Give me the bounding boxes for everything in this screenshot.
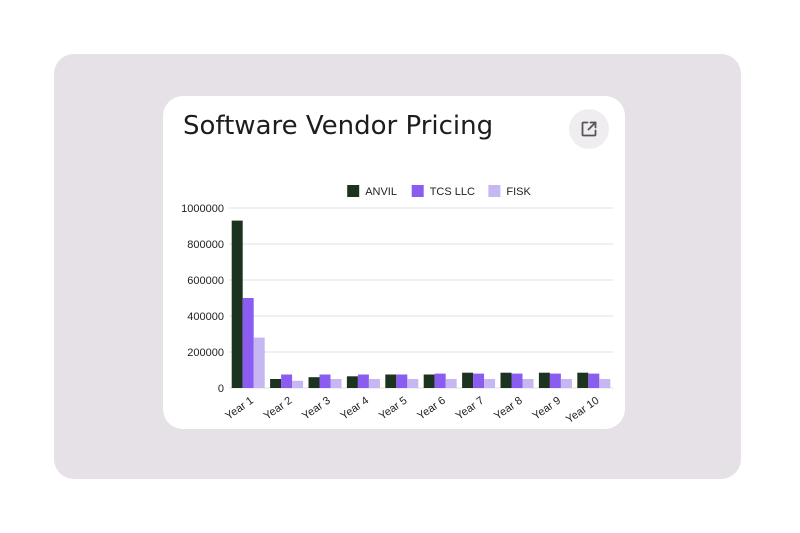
y-tick-label: 400000 (187, 311, 224, 323)
bar-tcs-llc (281, 374, 293, 388)
x-tick-label: Year 4 (339, 395, 372, 423)
bar-fisk (407, 379, 419, 388)
bar-fisk (368, 379, 380, 388)
y-tick-label: 800000 (187, 239, 224, 251)
bar-anvil (500, 372, 512, 388)
bar-anvil (385, 374, 397, 388)
y-tick-label: 0 (218, 383, 224, 395)
x-tick-label: Year 2 (262, 395, 295, 423)
bar-anvil (577, 372, 589, 388)
bar-fisk (560, 379, 572, 388)
bar-anvil (462, 372, 474, 388)
x-tick-label: Year 9 (531, 395, 564, 423)
x-tick-label: Year 5 (377, 395, 410, 423)
legend-swatch (347, 185, 360, 197)
bar-anvil (231, 220, 243, 388)
bar-tcs-llc (357, 374, 369, 388)
bar-tcs-llc (396, 374, 408, 388)
x-tick-label: Year 6 (415, 395, 448, 423)
chart-card: Software Vendor Pricing 0 200000 400000 600… (163, 96, 625, 429)
legend-swatch (411, 185, 424, 197)
bar-tcs-llc (588, 373, 600, 388)
x-tick-label: Year 8 (492, 395, 525, 423)
open-in-new-icon (579, 119, 599, 139)
bar-fisk (253, 337, 265, 388)
bar-tcs-llc (511, 373, 523, 388)
bar-fisk (484, 379, 496, 388)
x-tick-label: Year 3 (300, 395, 333, 423)
bar-fisk (330, 379, 342, 388)
bar-anvil (538, 372, 550, 388)
bar-tcs-llc (434, 373, 446, 388)
chart-title: Software Vendor Pricing (183, 111, 494, 141)
bar-tcs-llc (473, 373, 485, 388)
bar-anvil (270, 379, 282, 388)
bar-tcs-llc (319, 374, 331, 388)
x-tick-label: Year 1 (223, 395, 256, 423)
bar-fisk (522, 379, 534, 388)
legend-label: TCS LLC (430, 186, 475, 198)
bar-fisk (292, 380, 304, 388)
y-tick-label: 600000 (187, 275, 224, 287)
legend-swatch (488, 185, 501, 197)
y-tick-label: 1000000 (181, 203, 224, 215)
x-tick-label: Year 7 (454, 395, 487, 423)
bar-anvil (423, 374, 435, 388)
y-tick-label: 200000 (187, 347, 224, 359)
bar-fisk (445, 379, 457, 388)
x-tick-label: Year 10 (564, 395, 602, 426)
bar-anvil (308, 377, 320, 388)
legend-label: FISK (506, 186, 531, 198)
bar-anvil (346, 376, 358, 388)
bar-fisk (599, 379, 611, 388)
legend-label: ANVIL (365, 186, 397, 198)
bar-tcs-llc (549, 373, 561, 388)
bar-tcs-llc (242, 298, 254, 388)
open-external-button[interactable] (569, 109, 609, 149)
